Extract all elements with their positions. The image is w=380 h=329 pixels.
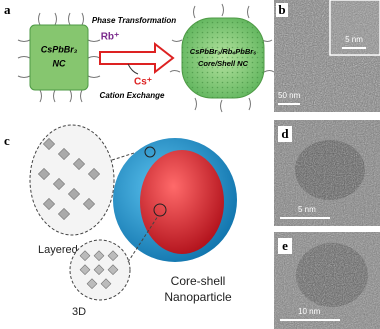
label-box bbox=[276, 3, 288, 17]
core bbox=[140, 150, 224, 254]
zoom-spot bbox=[153, 203, 167, 217]
inset-noise bbox=[331, 1, 379, 54]
nc-label: Core/Shell NC bbox=[198, 59, 249, 68]
nc-label: CsPbBr₃/Rb₄PbBr₆ bbox=[190, 47, 256, 56]
ion-label: Rb⁺ bbox=[101, 32, 120, 43]
panel-a: a CsPbBr₃ NC Phase Transformation Rb⁺ Cs… bbox=[4, 2, 275, 113]
arrow-label: Phase Transformation bbox=[92, 16, 176, 25]
panel-label: e bbox=[282, 238, 288, 253]
caption: 3D bbox=[72, 306, 86, 318]
ligands bbox=[17, 3, 275, 113]
nc-label: CsPbBr₃ bbox=[41, 44, 78, 54]
nc-label: NC bbox=[53, 58, 66, 68]
nc-cube bbox=[29, 24, 89, 91]
zoom-line bbox=[127, 215, 159, 263]
scale-label: 10 nm bbox=[298, 307, 321, 316]
panel-b: b 5 nm 50 nm bbox=[274, 0, 380, 112]
scale-label: 5 nm bbox=[298, 205, 316, 214]
panel-label: d bbox=[281, 126, 289, 141]
panel-d: d 5 nm bbox=[274, 120, 380, 226]
panel-label: c bbox=[4, 133, 10, 148]
zoom-layered bbox=[29, 124, 115, 236]
zoom-line bbox=[111, 147, 151, 161]
label-box bbox=[278, 238, 292, 254]
zoom-spot bbox=[144, 146, 156, 158]
ion-label: Cs⁺ bbox=[134, 77, 152, 88]
scale-label: 5 nm bbox=[345, 35, 363, 44]
cubic-lattice bbox=[79, 250, 119, 290]
panel-label: b bbox=[278, 2, 285, 17]
arrow bbox=[99, 41, 175, 75]
caption: Layered bbox=[38, 244, 78, 256]
arrow-out bbox=[127, 63, 139, 75]
arrow-label: Cation Exchange bbox=[100, 91, 165, 100]
panel-c: c Layered 3D Core-shell Nanoparticle bbox=[4, 124, 237, 318]
panel-label: a bbox=[4, 2, 11, 17]
label-box bbox=[278, 126, 292, 142]
caption: Core-shell bbox=[171, 274, 226, 288]
layered-lattice bbox=[37, 137, 101, 221]
scale-label: 50 nm bbox=[278, 91, 301, 100]
panel-e: e 10 nm bbox=[274, 232, 380, 329]
shell-texture bbox=[182, 18, 264, 98]
caption: Nanoparticle bbox=[164, 290, 232, 304]
